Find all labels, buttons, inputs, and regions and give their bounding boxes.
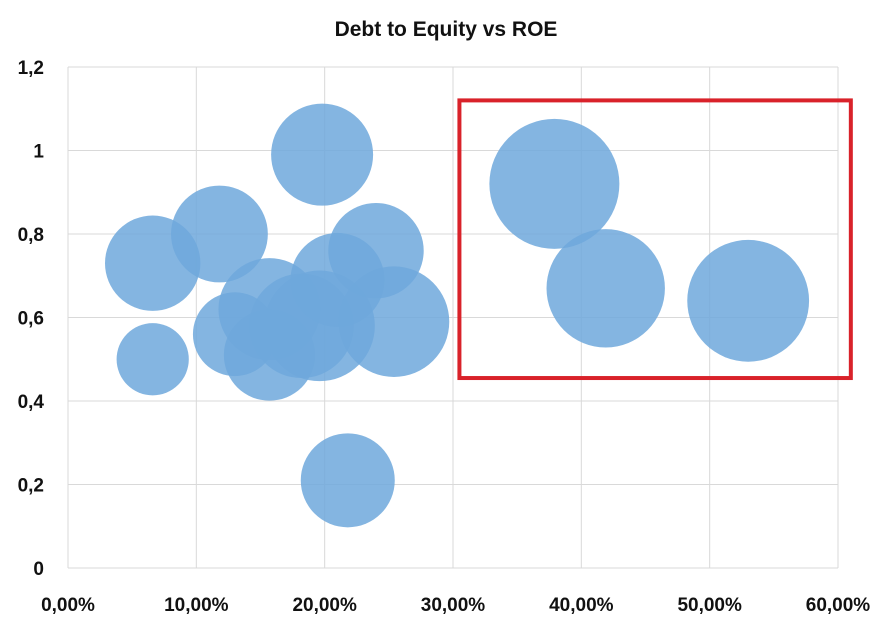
- bubble-point: [338, 266, 450, 377]
- x-tick-label: 20,00%: [292, 595, 357, 616]
- chart-title: Debt to Equity vs ROE: [335, 18, 558, 41]
- bubble-series: [105, 103, 810, 528]
- x-tick-label: 0,00%: [41, 595, 95, 616]
- x-tick-label: 10,00%: [164, 595, 229, 616]
- x-tick-label: 60,00%: [806, 595, 871, 616]
- bubble-point: [546, 229, 665, 348]
- y-tick-label: 0,2: [18, 476, 44, 497]
- x-tick-label: 50,00%: [677, 595, 742, 616]
- axis-tick-labels: 0,00% 10,00% 20,00% 30,00% 40,00% 50,00% 60,00…: [18, 58, 871, 616]
- y-tick-label: 0,6: [18, 309, 44, 330]
- y-tick-label: 0,8: [18, 225, 44, 246]
- bubble-point: [116, 323, 189, 396]
- y-tick-label: 1,2: [18, 58, 44, 79]
- x-tick-label: 40,00%: [549, 595, 614, 616]
- y-tick-label: 1: [33, 142, 44, 163]
- annotation-layer: [457, 98, 853, 381]
- bubble-point: [300, 433, 395, 528]
- bubble-point: [271, 103, 374, 206]
- highlight-box: [457, 98, 853, 381]
- y-tick-label: 0: [33, 559, 44, 580]
- x-tick-label: 30,00%: [421, 595, 486, 616]
- bubble-point: [171, 185, 268, 283]
- bubble-point: [687, 239, 810, 362]
- bubble-point: [489, 118, 620, 249]
- y-tick-label: 0,4: [18, 392, 45, 413]
